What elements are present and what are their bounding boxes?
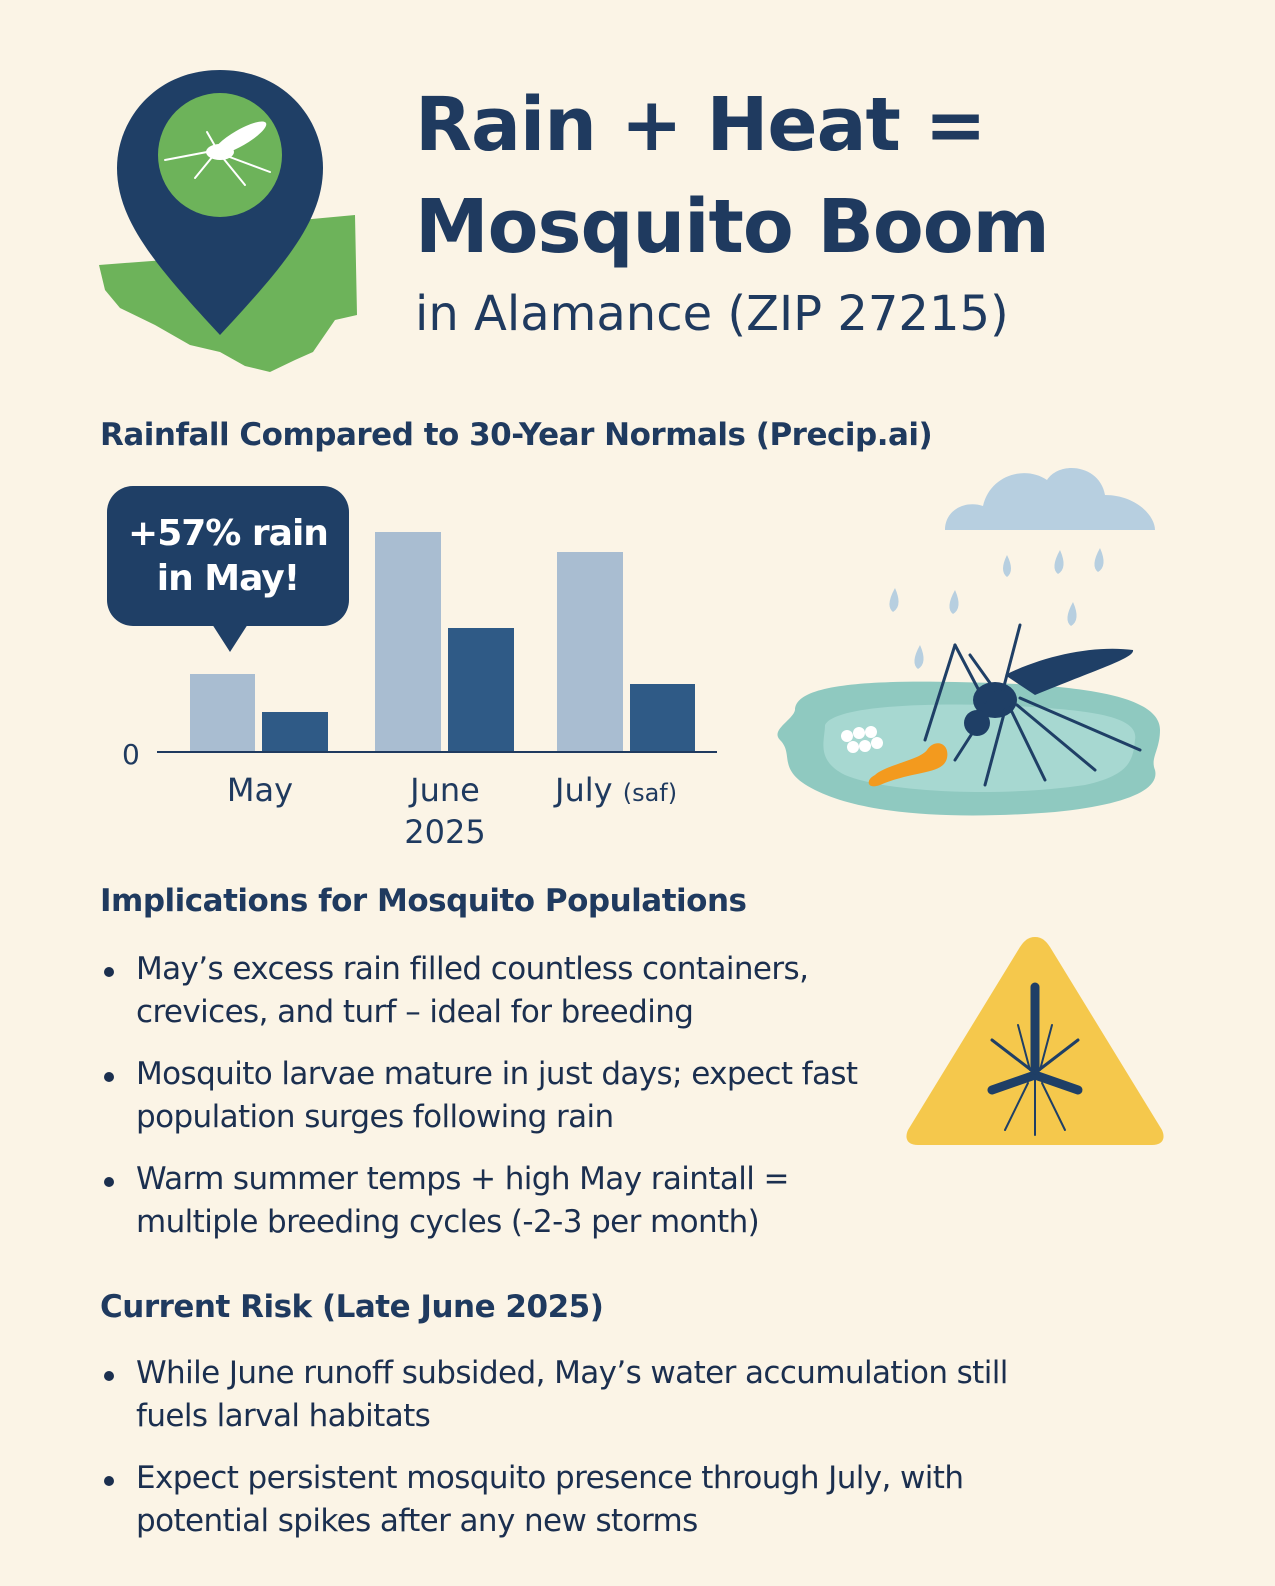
x-axis-line <box>157 751 717 753</box>
callout-line-1: +57% rain <box>128 513 329 554</box>
list-item: Warm summer temps + high May raintall = … <box>100 1158 870 1245</box>
title-line-1: Rain + Heat = <box>415 82 987 168</box>
y-zero-label: 0 <box>122 738 140 771</box>
bar-july-normal <box>557 552 623 752</box>
list-item: While June runoff subsided, May’s water … <box>100 1352 1040 1439</box>
list-item: May’s excess rain filled countless conta… <box>100 948 870 1035</box>
rainfall-chart <box>150 520 720 752</box>
list-item: Mosquito larvae mature in just days; exp… <box>100 1053 870 1140</box>
bar-july-actual <box>630 684 695 752</box>
mosquito-on-water-icon <box>755 440 1175 840</box>
rainfall-heading: Rainfall Compared to 30-Year Normals (Pr… <box>100 417 933 453</box>
bar-june-normal <box>375 532 441 752</box>
subtitle: in Alamance (ZIP 27215) <box>415 286 1009 342</box>
implications-list: May’s excess rain filled countless conta… <box>100 948 870 1244</box>
list-item: Expect persistent mosquito presence thro… <box>100 1457 1040 1544</box>
map-pin-mosquito-icon <box>95 60 385 380</box>
bar-may-actual <box>262 712 328 752</box>
callout-pointer <box>212 624 248 652</box>
x-label-june: June 2025 <box>385 770 505 853</box>
july-suffix: (saf) <box>622 779 678 807</box>
title-line-2: Mosquito Boom <box>415 184 1050 270</box>
x-label-july: July (saf) <box>555 770 705 812</box>
current-risk-list: While June runoff subsided, May’s water … <box>100 1352 1040 1544</box>
rain-cloud-icon <box>889 468 1155 669</box>
bar-may-normal <box>190 674 255 752</box>
callout-line-2: in May! <box>156 558 300 599</box>
may-rain-callout: +57% rain in May! <box>107 486 349 626</box>
implications-heading: Implications for Mosquito Populations <box>100 883 747 919</box>
current-risk-heading: Current Risk (Late June 2025) <box>100 1289 604 1325</box>
year-label: 2025 <box>404 812 486 851</box>
july-label: July <box>555 771 613 809</box>
bar-june-actual <box>448 628 514 752</box>
x-label-may: May <box>226 771 294 809</box>
warning-triangle-mosquito-icon <box>900 925 1170 1155</box>
june-label: June <box>410 771 480 809</box>
